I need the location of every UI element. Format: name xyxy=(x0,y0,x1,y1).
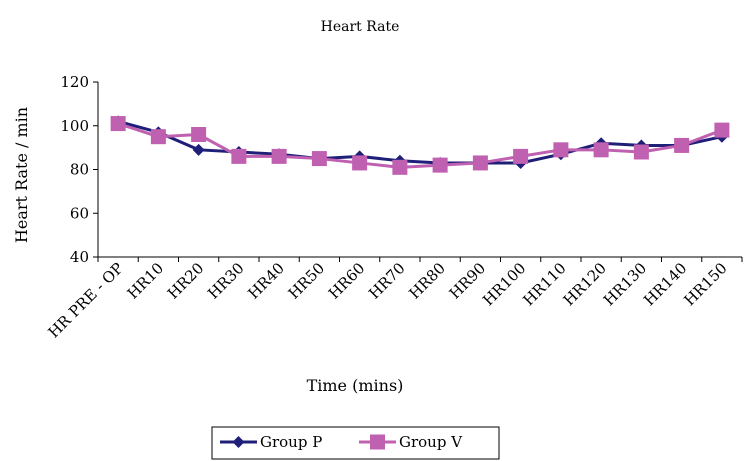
x-tick-label: HR40 xyxy=(244,259,287,302)
x-tick-label: HR70 xyxy=(365,259,408,302)
data-point xyxy=(714,122,730,138)
y-axis-ticks: 40 60 80 100 120 xyxy=(60,73,98,266)
legend: Group P Group V xyxy=(211,426,500,460)
data-point xyxy=(110,116,126,132)
y-tick-label: 60 xyxy=(70,204,89,222)
data-point xyxy=(150,129,166,145)
legend-label: Group V xyxy=(399,433,463,451)
data-point xyxy=(513,148,529,164)
data-point xyxy=(392,159,408,175)
x-tick-label: HR50 xyxy=(285,259,328,302)
x-tick-label: HR130 xyxy=(600,259,650,309)
x-tick-label: HR20 xyxy=(164,259,207,302)
series-1 xyxy=(110,116,730,175)
series-line xyxy=(117,119,723,165)
data-point xyxy=(593,142,609,158)
legend-swatch-marker xyxy=(370,434,385,450)
data-point xyxy=(231,148,247,164)
data-point xyxy=(192,143,205,156)
y-tick-label: 80 xyxy=(70,161,89,179)
x-tick-label: HR120 xyxy=(560,259,610,309)
y-tick-label: 120 xyxy=(60,73,89,91)
series-line xyxy=(117,122,723,169)
x-tick-label: HR140 xyxy=(640,259,690,309)
y-axis-label: Heart Rate / min xyxy=(12,107,31,243)
series-0 xyxy=(112,115,728,169)
data-point xyxy=(432,157,448,173)
data-point xyxy=(271,148,287,164)
x-tick-label: HR100 xyxy=(479,259,529,309)
data-point xyxy=(553,142,569,158)
chart-title: Heart Rate xyxy=(321,19,400,35)
x-tick-label: HR60 xyxy=(325,259,368,302)
x-tick-label: HR PRE - OP xyxy=(45,259,127,341)
y-tick-label: 100 xyxy=(60,117,89,135)
legend-swatch-marker xyxy=(232,436,245,448)
x-axis-label: Time (mins) xyxy=(307,376,404,395)
data-point xyxy=(674,137,690,153)
x-tick-label: HR110 xyxy=(519,259,569,309)
x-axis-ticks: HR PRE - OPHR10HR20HR30HR40HR50HR60HR70H… xyxy=(45,257,743,341)
data-point xyxy=(472,155,488,171)
data-point xyxy=(191,127,207,142)
x-tick-label: HR10 xyxy=(124,259,167,302)
x-tick-label: HR30 xyxy=(204,259,247,302)
data-point xyxy=(633,144,649,160)
series-layer xyxy=(110,115,730,175)
x-tick-label: HR150 xyxy=(680,259,730,309)
data-point xyxy=(311,151,327,167)
legend-items: Group P Group V xyxy=(220,433,463,451)
data-point xyxy=(352,155,368,171)
legend-label: Group P xyxy=(260,433,322,451)
y-tick-label: 40 xyxy=(70,248,89,266)
legend-box xyxy=(211,426,500,460)
x-tick-label: HR80 xyxy=(405,259,448,302)
